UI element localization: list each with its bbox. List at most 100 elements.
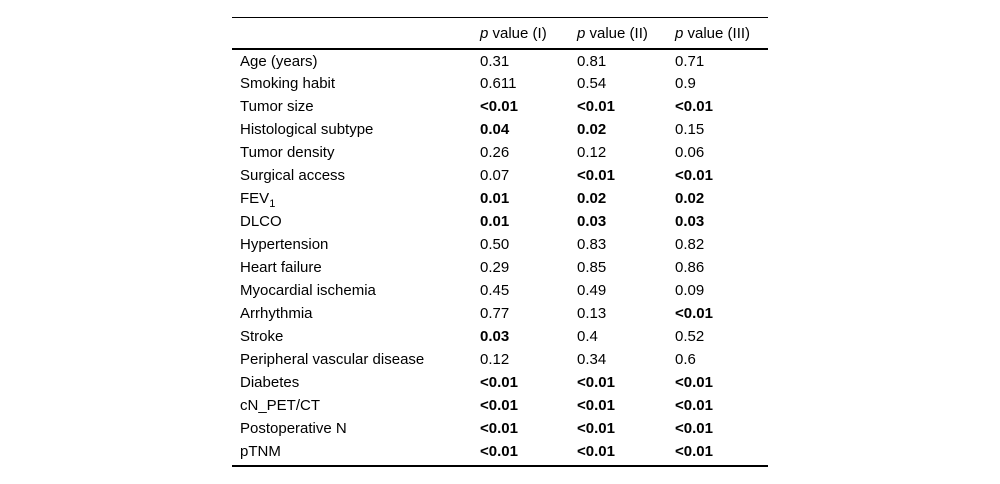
table-row: Tumor density 0.26 0.12 0.06 bbox=[232, 141, 768, 164]
p-value-cell: 0.34 bbox=[577, 351, 607, 368]
table-row: Histological subtype 0.04 0.02 0.15 bbox=[232, 118, 768, 141]
p-value-cell: <0.01 bbox=[675, 397, 713, 414]
p-value-cell: 0.50 bbox=[480, 236, 510, 253]
p-value-cell: 0.77 bbox=[480, 305, 510, 322]
p-value-cell: 0.82 bbox=[675, 236, 705, 253]
table-row: cN_PET/CT <0.01 <0.01 <0.01 bbox=[232, 394, 768, 417]
p-value-cell: 0.81 bbox=[577, 52, 607, 70]
p-value-cell: 0.4 bbox=[577, 328, 598, 345]
p-value-cell: <0.01 bbox=[480, 98, 518, 115]
table-row: Tumor size <0.01 <0.01 <0.01 bbox=[232, 95, 768, 118]
header-row: p value (I) p value (II) p value (III) bbox=[232, 18, 768, 49]
p-value-cell: 0.49 bbox=[577, 282, 607, 299]
header-label: value (III) bbox=[683, 24, 751, 42]
row-label: Age (years) bbox=[240, 52, 318, 70]
table-header: p value (I) p value (II) p value (III) bbox=[232, 18, 768, 49]
p-value-cell: 0.31 bbox=[480, 52, 510, 70]
p-value-cell: 0.45 bbox=[480, 282, 510, 299]
table-row: pTNM <0.01 <0.01 <0.01 bbox=[232, 440, 768, 463]
p-value-cell: 0.54 bbox=[577, 75, 607, 92]
table-row: Peripheral vascular disease 0.12 0.34 0.6 bbox=[232, 348, 768, 371]
table-row: Postoperative N <0.01 <0.01 <0.01 bbox=[232, 417, 768, 440]
row-label: Peripheral vascular disease bbox=[240, 351, 425, 368]
p-value-table-container: p value (I) p value (II) p value (III) A… bbox=[232, 17, 768, 467]
p-value-cell: 0.611 bbox=[480, 75, 517, 92]
p-value-cell: 0.04 bbox=[480, 121, 510, 138]
header-p-italic: p bbox=[577, 24, 586, 42]
table-row: Stroke 0.03 0.4 0.52 bbox=[232, 325, 768, 348]
p-value-cell: 0.9 bbox=[675, 75, 696, 92]
p-value-cell: <0.01 bbox=[675, 167, 713, 184]
header-p-italic: p bbox=[675, 24, 684, 42]
p-value-cell: 0.12 bbox=[577, 144, 607, 161]
p-value-cell: 0.01 bbox=[480, 213, 510, 230]
p-value-cell: 0.03 bbox=[480, 328, 510, 345]
row-label: DLCO bbox=[240, 213, 282, 230]
p-value-cell: 0.13 bbox=[577, 305, 607, 322]
table-body: Age (years) 0.31 0.81 0.71 Smoking habit 0.61… bbox=[232, 49, 768, 463]
row-label: Diabetes bbox=[240, 374, 300, 391]
p-value-cell: 0.86 bbox=[675, 259, 705, 276]
p-value-cell: <0.01 bbox=[577, 374, 615, 391]
table-row: Diabetes <0.01 <0.01 <0.01 bbox=[232, 371, 768, 394]
header-p-italic: p bbox=[480, 24, 489, 42]
row-label: FEV1 bbox=[240, 190, 276, 210]
p-value-cell: 0.85 bbox=[577, 259, 607, 276]
p-value-cell: 0.09 bbox=[675, 282, 705, 299]
table-row: Myocardial ischemia 0.45 0.49 0.09 bbox=[232, 279, 768, 302]
p-value-cell: <0.01 bbox=[577, 420, 615, 437]
p-value-cell: <0.01 bbox=[675, 374, 713, 391]
p-value-cell: 0.83 bbox=[577, 236, 607, 253]
row-label: Hypertension bbox=[240, 236, 329, 253]
p-value-cell: <0.01 bbox=[480, 443, 518, 460]
p-value-cell: 0.26 bbox=[480, 144, 510, 161]
p-value-cell: <0.01 bbox=[577, 167, 615, 184]
p-value-cell: 0.15 bbox=[675, 121, 705, 138]
table-row: Heart failure 0.29 0.85 0.86 bbox=[232, 256, 768, 279]
p-value-cell: <0.01 bbox=[675, 443, 713, 460]
p-value-cell: 0.71 bbox=[675, 52, 705, 70]
p-value-cell: 0.6 bbox=[675, 351, 696, 368]
p-value-cell: 0.07 bbox=[480, 167, 510, 184]
row-label: Histological subtype bbox=[240, 121, 374, 138]
p-value-cell: <0.01 bbox=[675, 98, 713, 115]
p-value-cell: <0.01 bbox=[480, 397, 518, 414]
row-label-subscript: 1 bbox=[269, 198, 276, 210]
row-label: Surgical access bbox=[240, 167, 346, 184]
p-value-cell: <0.01 bbox=[480, 420, 518, 437]
row-label: Heart failure bbox=[240, 259, 322, 276]
header-p-value-2: p value (II) bbox=[577, 18, 675, 49]
p-value-cell: 0.06 bbox=[675, 144, 705, 161]
p-value-cell: 0.12 bbox=[480, 351, 510, 368]
row-label: Arrhythmia bbox=[240, 305, 313, 322]
p-value-cell: <0.01 bbox=[577, 443, 615, 460]
p-value-cell: 0.52 bbox=[675, 328, 705, 345]
row-label: Tumor density bbox=[240, 144, 335, 161]
p-value-cell: <0.01 bbox=[675, 305, 713, 322]
table-row: FEV1 0.01 0.02 0.02 bbox=[232, 187, 768, 210]
p-value-table: p value (I) p value (II) p value (III) A… bbox=[232, 18, 768, 463]
header-label: value (I) bbox=[488, 24, 547, 42]
row-label: pTNM bbox=[240, 443, 281, 460]
p-value-cell: 0.02 bbox=[675, 190, 705, 207]
table-row: Smoking habit 0.611 0.54 0.9 bbox=[232, 72, 768, 95]
p-value-cell: <0.01 bbox=[577, 397, 615, 414]
p-value-cell: 0.03 bbox=[577, 213, 607, 230]
header-empty-cell bbox=[232, 18, 480, 49]
table-row: Hypertension 0.50 0.83 0.82 bbox=[232, 233, 768, 256]
row-label: Tumor size bbox=[240, 98, 314, 115]
p-value-cell: 0.02 bbox=[577, 190, 607, 207]
table-row: DLCO 0.01 0.03 0.03 bbox=[232, 210, 768, 233]
p-value-cell: <0.01 bbox=[577, 98, 615, 115]
p-value-cell: <0.01 bbox=[675, 420, 713, 437]
row-label: cN_PET/CT bbox=[240, 397, 321, 414]
p-value-cell: 0.29 bbox=[480, 259, 510, 276]
row-label: Stroke bbox=[240, 328, 284, 345]
table-row: Age (years) 0.31 0.81 0.71 bbox=[232, 49, 768, 72]
header-p-value-1: p value (I) bbox=[480, 18, 577, 49]
row-label: Myocardial ischemia bbox=[240, 282, 376, 299]
table-row: Surgical access 0.07 <0.01 <0.01 bbox=[232, 164, 768, 187]
p-value-cell: <0.01 bbox=[480, 374, 518, 391]
header-label: value (II) bbox=[585, 24, 648, 42]
